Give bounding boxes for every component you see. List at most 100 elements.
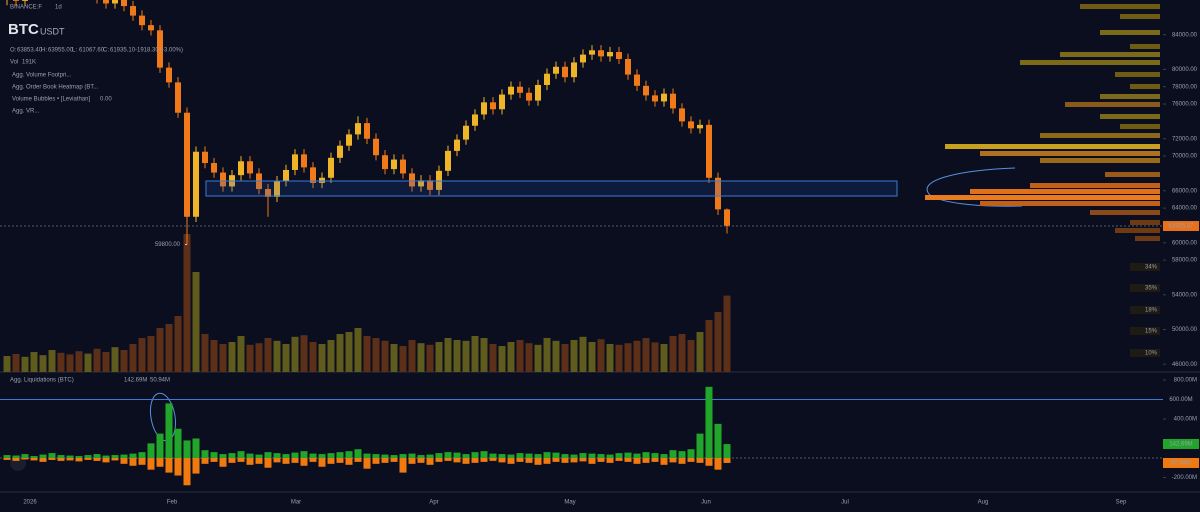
volume-bar bbox=[399, 346, 407, 372]
candle-body bbox=[373, 138, 379, 156]
candle-body bbox=[283, 169, 289, 182]
vol-name: Vol bbox=[10, 60, 18, 66]
liq-bar bbox=[588, 457, 596, 464]
liq-bar bbox=[165, 457, 173, 473]
liq-bar bbox=[570, 457, 578, 463]
x-tick-label: Apr bbox=[429, 500, 438, 506]
profile-bar bbox=[1130, 220, 1160, 225]
volume-bar bbox=[381, 340, 389, 372]
liq-bar bbox=[156, 433, 164, 458]
profile-bar bbox=[1130, 44, 1160, 49]
liq-bar bbox=[165, 403, 173, 458]
liq-bar bbox=[381, 457, 389, 463]
profile-bar bbox=[1090, 210, 1160, 215]
liq-bar bbox=[183, 457, 191, 486]
candle-body bbox=[688, 121, 694, 129]
candle-body bbox=[202, 151, 208, 164]
volume-bar bbox=[75, 351, 83, 372]
liq-bar bbox=[678, 451, 686, 458]
candle-body bbox=[679, 108, 685, 122]
candle-body bbox=[319, 177, 325, 183]
liq-bar bbox=[615, 457, 623, 461]
liq-bar bbox=[408, 457, 416, 464]
profile-bar bbox=[1100, 30, 1160, 35]
volume-bar bbox=[93, 348, 101, 372]
liq-bar bbox=[327, 457, 335, 464]
liq-bar bbox=[615, 453, 623, 458]
liq-bar bbox=[201, 450, 209, 458]
candle-body bbox=[652, 95, 658, 102]
volume-bar bbox=[129, 344, 137, 372]
liq-bar bbox=[75, 457, 83, 462]
x-tick-label: Sep bbox=[1116, 500, 1127, 506]
liq-bar bbox=[588, 453, 596, 458]
liq-bar bbox=[363, 457, 371, 469]
candle-body bbox=[490, 102, 496, 110]
liq-bar bbox=[318, 454, 326, 458]
liq-tick-label: 800.00M bbox=[1174, 378, 1197, 384]
liq-bar bbox=[66, 455, 74, 458]
volume-bar bbox=[507, 342, 515, 372]
liq-bar bbox=[561, 457, 569, 463]
liq-bar bbox=[723, 444, 731, 458]
volume-bar bbox=[192, 272, 200, 372]
liq-bar bbox=[318, 457, 326, 467]
volume-bar bbox=[462, 340, 470, 372]
candle-body bbox=[643, 85, 649, 96]
candle-body bbox=[715, 177, 721, 210]
liq-bar bbox=[372, 454, 380, 458]
liq-bar bbox=[471, 452, 479, 458]
volume-bar bbox=[678, 334, 686, 372]
liq-legend-value: 142.69M bbox=[124, 378, 147, 384]
volume-bar bbox=[435, 342, 443, 372]
x-tick-label: Jul bbox=[841, 500, 849, 506]
candle-body bbox=[427, 180, 433, 190]
volume-bar bbox=[588, 342, 596, 372]
side-bar bbox=[1130, 327, 1160, 335]
volume-bar bbox=[219, 344, 227, 372]
liq-bar bbox=[633, 453, 641, 458]
candle-body bbox=[22, 0, 28, 1]
volume-bar bbox=[714, 312, 722, 372]
exchange: BINANCE:F bbox=[10, 5, 42, 11]
y-tick-label: 70000.00 bbox=[1172, 154, 1198, 160]
volume-bar bbox=[633, 340, 641, 372]
y-tick-label: 66000.00 bbox=[1172, 188, 1198, 194]
candle-body bbox=[409, 173, 415, 187]
candle-body bbox=[139, 15, 145, 26]
liq-last-tag bbox=[1163, 438, 1199, 449]
volume-bar bbox=[246, 344, 254, 372]
side-bar bbox=[1130, 306, 1160, 314]
liq-bar bbox=[516, 457, 524, 462]
liq-bar bbox=[57, 457, 65, 461]
candle-body bbox=[625, 58, 631, 75]
liq-bar bbox=[39, 457, 47, 462]
liq-hline-label: 600.00M bbox=[1169, 397, 1192, 403]
liq-bar bbox=[3, 455, 11, 458]
liq-bar bbox=[111, 455, 119, 458]
liq-bar bbox=[12, 455, 20, 458]
ohlc-label: L: bbox=[72, 48, 77, 54]
candle-body bbox=[706, 124, 712, 178]
volume-bar bbox=[48, 350, 56, 372]
volume-bar bbox=[363, 336, 371, 372]
liq-bar bbox=[597, 457, 605, 462]
profile-bar bbox=[980, 151, 1160, 156]
liq-bar bbox=[219, 454, 227, 458]
candle-body bbox=[391, 159, 397, 170]
candle-body bbox=[571, 62, 577, 78]
liq-bar bbox=[417, 457, 425, 463]
volume-bar bbox=[471, 336, 479, 372]
volume-bar bbox=[282, 344, 290, 372]
liq-last-tag bbox=[1163, 457, 1199, 468]
y-tick-label: 64000.00 bbox=[1172, 206, 1198, 212]
volume-bar bbox=[147, 336, 155, 372]
liq-bar bbox=[660, 454, 668, 458]
liq-bar bbox=[111, 457, 119, 461]
liq-bar bbox=[372, 457, 380, 464]
x-tick-label: May bbox=[564, 500, 575, 506]
liq-tick-label: -200.00M bbox=[1172, 475, 1197, 481]
liq-bar bbox=[120, 454, 128, 458]
volume-bar bbox=[255, 343, 263, 372]
